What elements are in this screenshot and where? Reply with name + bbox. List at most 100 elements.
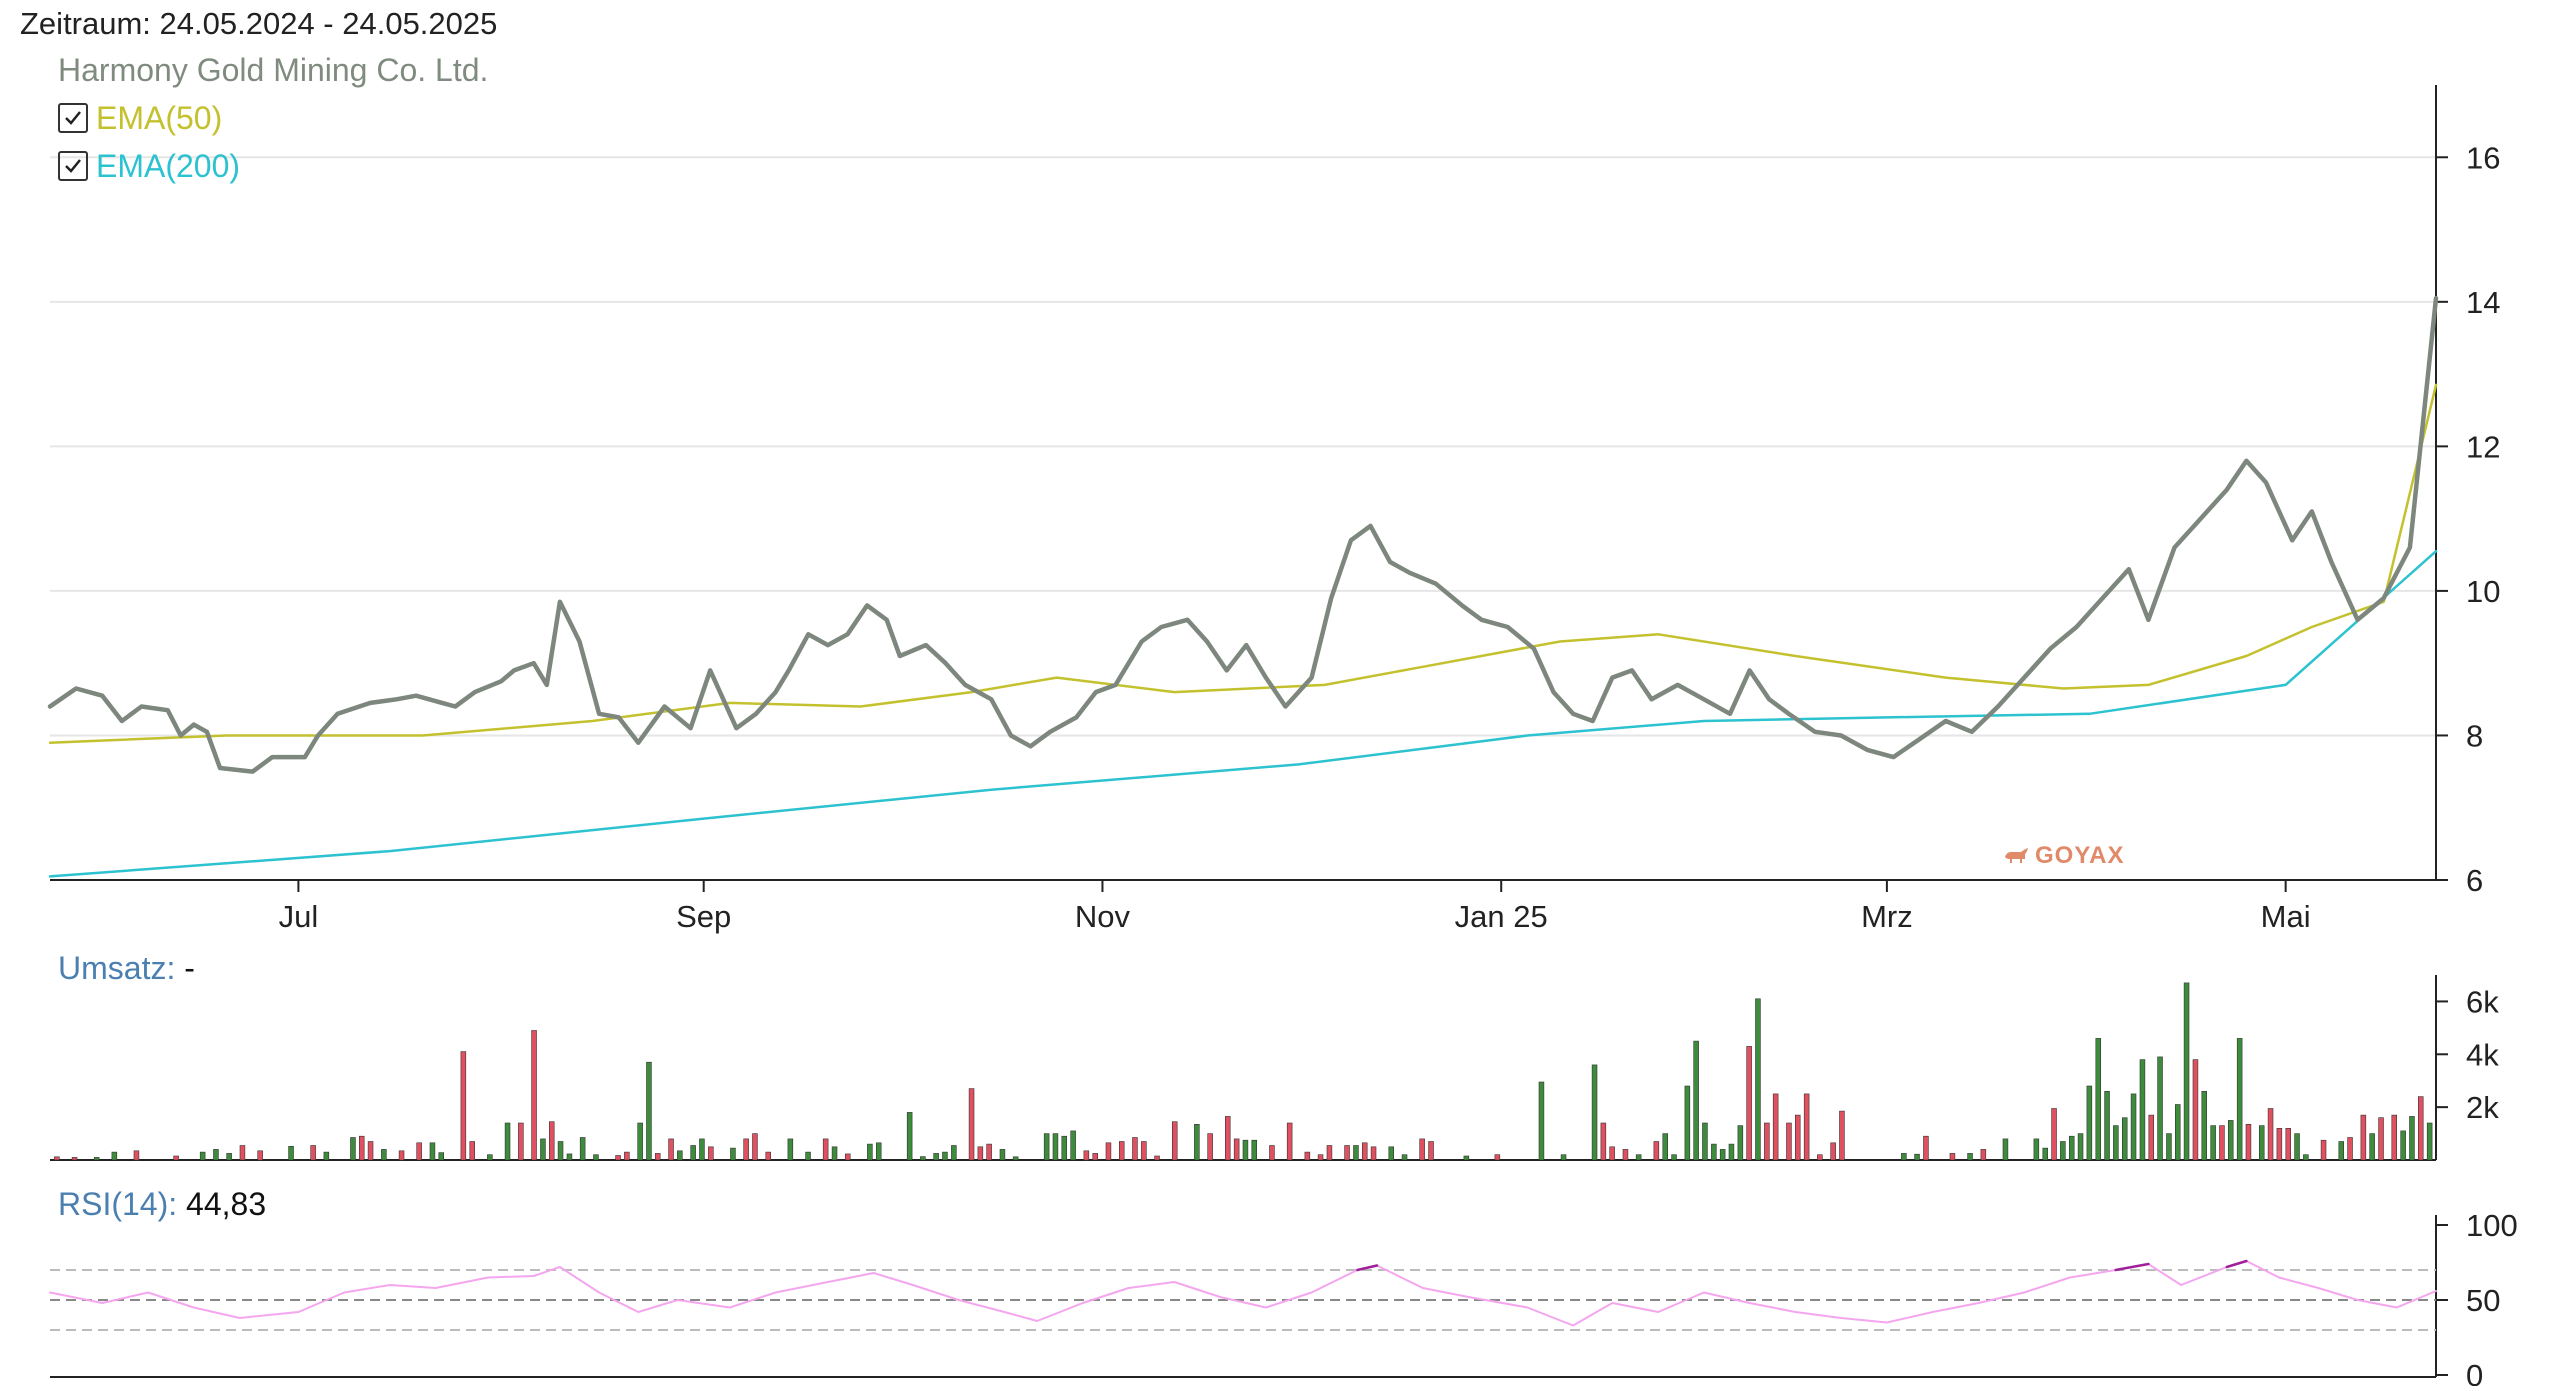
volume-bar bbox=[977, 1146, 984, 1161]
volume-bar bbox=[805, 1151, 811, 1161]
volume-bar bbox=[1317, 1154, 1324, 1161]
volume-bar bbox=[1362, 1142, 1368, 1161]
volume-bar bbox=[2086, 1085, 2093, 1161]
volume-bar bbox=[730, 1147, 736, 1161]
volume-bar bbox=[1083, 1150, 1090, 1161]
volume-bar bbox=[2391, 1114, 2398, 1161]
volume-bar bbox=[637, 1122, 643, 1161]
volume-bar bbox=[460, 1051, 467, 1161]
volume-bar bbox=[504, 1122, 511, 1161]
volume-bar bbox=[367, 1141, 374, 1161]
volume-bar bbox=[1154, 1155, 1160, 1161]
volume-bar bbox=[2002, 1138, 2009, 1161]
volume-bar bbox=[2192, 1059, 2199, 1161]
volume-bar bbox=[2219, 1125, 2225, 1161]
volume-bar bbox=[1600, 1122, 1607, 1161]
price-line bbox=[47, 295, 2439, 774]
price-y-tick-label: 16 bbox=[2466, 140, 2500, 175]
volume-bar bbox=[968, 1088, 975, 1161]
volume-bar bbox=[1141, 1141, 1147, 1161]
volume-bar bbox=[1052, 1133, 1059, 1161]
volume-bar bbox=[1428, 1141, 1434, 1161]
volume-bar bbox=[1967, 1153, 1973, 1161]
price-y-tick-label: 14 bbox=[2466, 285, 2500, 320]
volume-bar bbox=[1786, 1122, 1792, 1161]
volume-bar bbox=[1635, 1154, 1642, 1161]
volume-bar bbox=[2418, 1096, 2424, 1161]
volume-bar bbox=[752, 1133, 758, 1161]
volume-bar bbox=[2077, 1133, 2084, 1161]
volume-bar bbox=[257, 1150, 263, 1161]
volume-bar bbox=[867, 1143, 873, 1161]
volume-bar bbox=[1923, 1135, 1929, 1161]
volume-bar bbox=[1070, 1130, 1076, 1161]
x-tick-label: Mai bbox=[2261, 899, 2311, 934]
legend-ema50[interactable]: EMA(50) bbox=[58, 98, 222, 138]
volume-bar bbox=[1119, 1141, 1125, 1161]
price-y-tick-label: 10 bbox=[2466, 574, 2500, 609]
volume-bar bbox=[2130, 1093, 2137, 1161]
volume-bar bbox=[199, 1151, 206, 1161]
legend-ema200[interactable]: EMA(200) bbox=[58, 146, 240, 186]
x-tick-label: Jul bbox=[279, 899, 319, 934]
volume-bar bbox=[875, 1142, 882, 1161]
volume-bar bbox=[566, 1153, 573, 1161]
volume-y-tick-label: 2k bbox=[2466, 1090, 2499, 1125]
volume-bar bbox=[1772, 1093, 1779, 1161]
volume-bar bbox=[999, 1149, 1006, 1161]
volume-bar bbox=[1622, 1149, 1629, 1161]
volume-bar bbox=[2148, 1114, 2155, 1161]
volume-bar bbox=[1795, 1114, 1801, 1161]
volume-bar bbox=[986, 1143, 992, 1161]
volume-bar bbox=[487, 1154, 493, 1161]
volume-bar bbox=[2183, 982, 2190, 1161]
volume-bar bbox=[1839, 1110, 1845, 1161]
volume-bar bbox=[1401, 1154, 1408, 1161]
volume-bar bbox=[787, 1138, 794, 1161]
rsi-value: 44,83 bbox=[186, 1186, 267, 1222]
stock-name-label: Harmony Gold Mining Co. Ltd. bbox=[58, 52, 489, 88]
volume-bar bbox=[1914, 1153, 1920, 1161]
volume-bar bbox=[2360, 1114, 2367, 1161]
volume-bar bbox=[1684, 1085, 1691, 1161]
price-y-tick-label: 8 bbox=[2466, 718, 2483, 753]
volume-bar bbox=[416, 1142, 422, 1161]
volume-bar bbox=[1463, 1155, 1470, 1161]
volume-bar bbox=[2228, 1120, 2234, 1161]
volume-bar bbox=[1538, 1081, 1545, 1161]
volume-bar bbox=[1194, 1124, 1200, 1161]
volume-panel-label: Umsatz: - bbox=[58, 950, 195, 987]
volume-bar bbox=[1755, 998, 1761, 1161]
volume-bar bbox=[1251, 1139, 1258, 1161]
volume-bar bbox=[1746, 1046, 1752, 1161]
volume-bar bbox=[1980, 1149, 1987, 1161]
volume-bar bbox=[1304, 1151, 1311, 1161]
volume-bar bbox=[1043, 1133, 1050, 1161]
volume-bar bbox=[1711, 1143, 1717, 1161]
volume-bar bbox=[71, 1157, 78, 1161]
volume-y-tick-label: 4k bbox=[2466, 1037, 2499, 1072]
volume-bar bbox=[1693, 1040, 1699, 1161]
volume-bar bbox=[2294, 1133, 2300, 1161]
x-tick-label: Mrz bbox=[1861, 899, 1913, 934]
ema50-checkbox[interactable] bbox=[58, 103, 88, 133]
volume-bar bbox=[844, 1153, 851, 1161]
ema200-checkbox[interactable] bbox=[58, 151, 88, 181]
volume-bar bbox=[2139, 1059, 2146, 1161]
volume-bar bbox=[288, 1146, 294, 1161]
volume-bar bbox=[1172, 1121, 1178, 1161]
volume-bar bbox=[2338, 1141, 2345, 1161]
volume-bar bbox=[933, 1153, 939, 1161]
volume-bar bbox=[1653, 1141, 1660, 1161]
volume-bar bbox=[2042, 1147, 2049, 1161]
volume-bar bbox=[1737, 1125, 1744, 1161]
volume-bar bbox=[350, 1137, 356, 1161]
volume-bar bbox=[1132, 1137, 1138, 1161]
volume-bar bbox=[2267, 1108, 2274, 1161]
volume-bar bbox=[2095, 1038, 2102, 1161]
volume-bar bbox=[1671, 1154, 1677, 1161]
volume-bar bbox=[654, 1153, 661, 1161]
volume-bar bbox=[765, 1151, 771, 1161]
volume-bar bbox=[310, 1145, 316, 1161]
